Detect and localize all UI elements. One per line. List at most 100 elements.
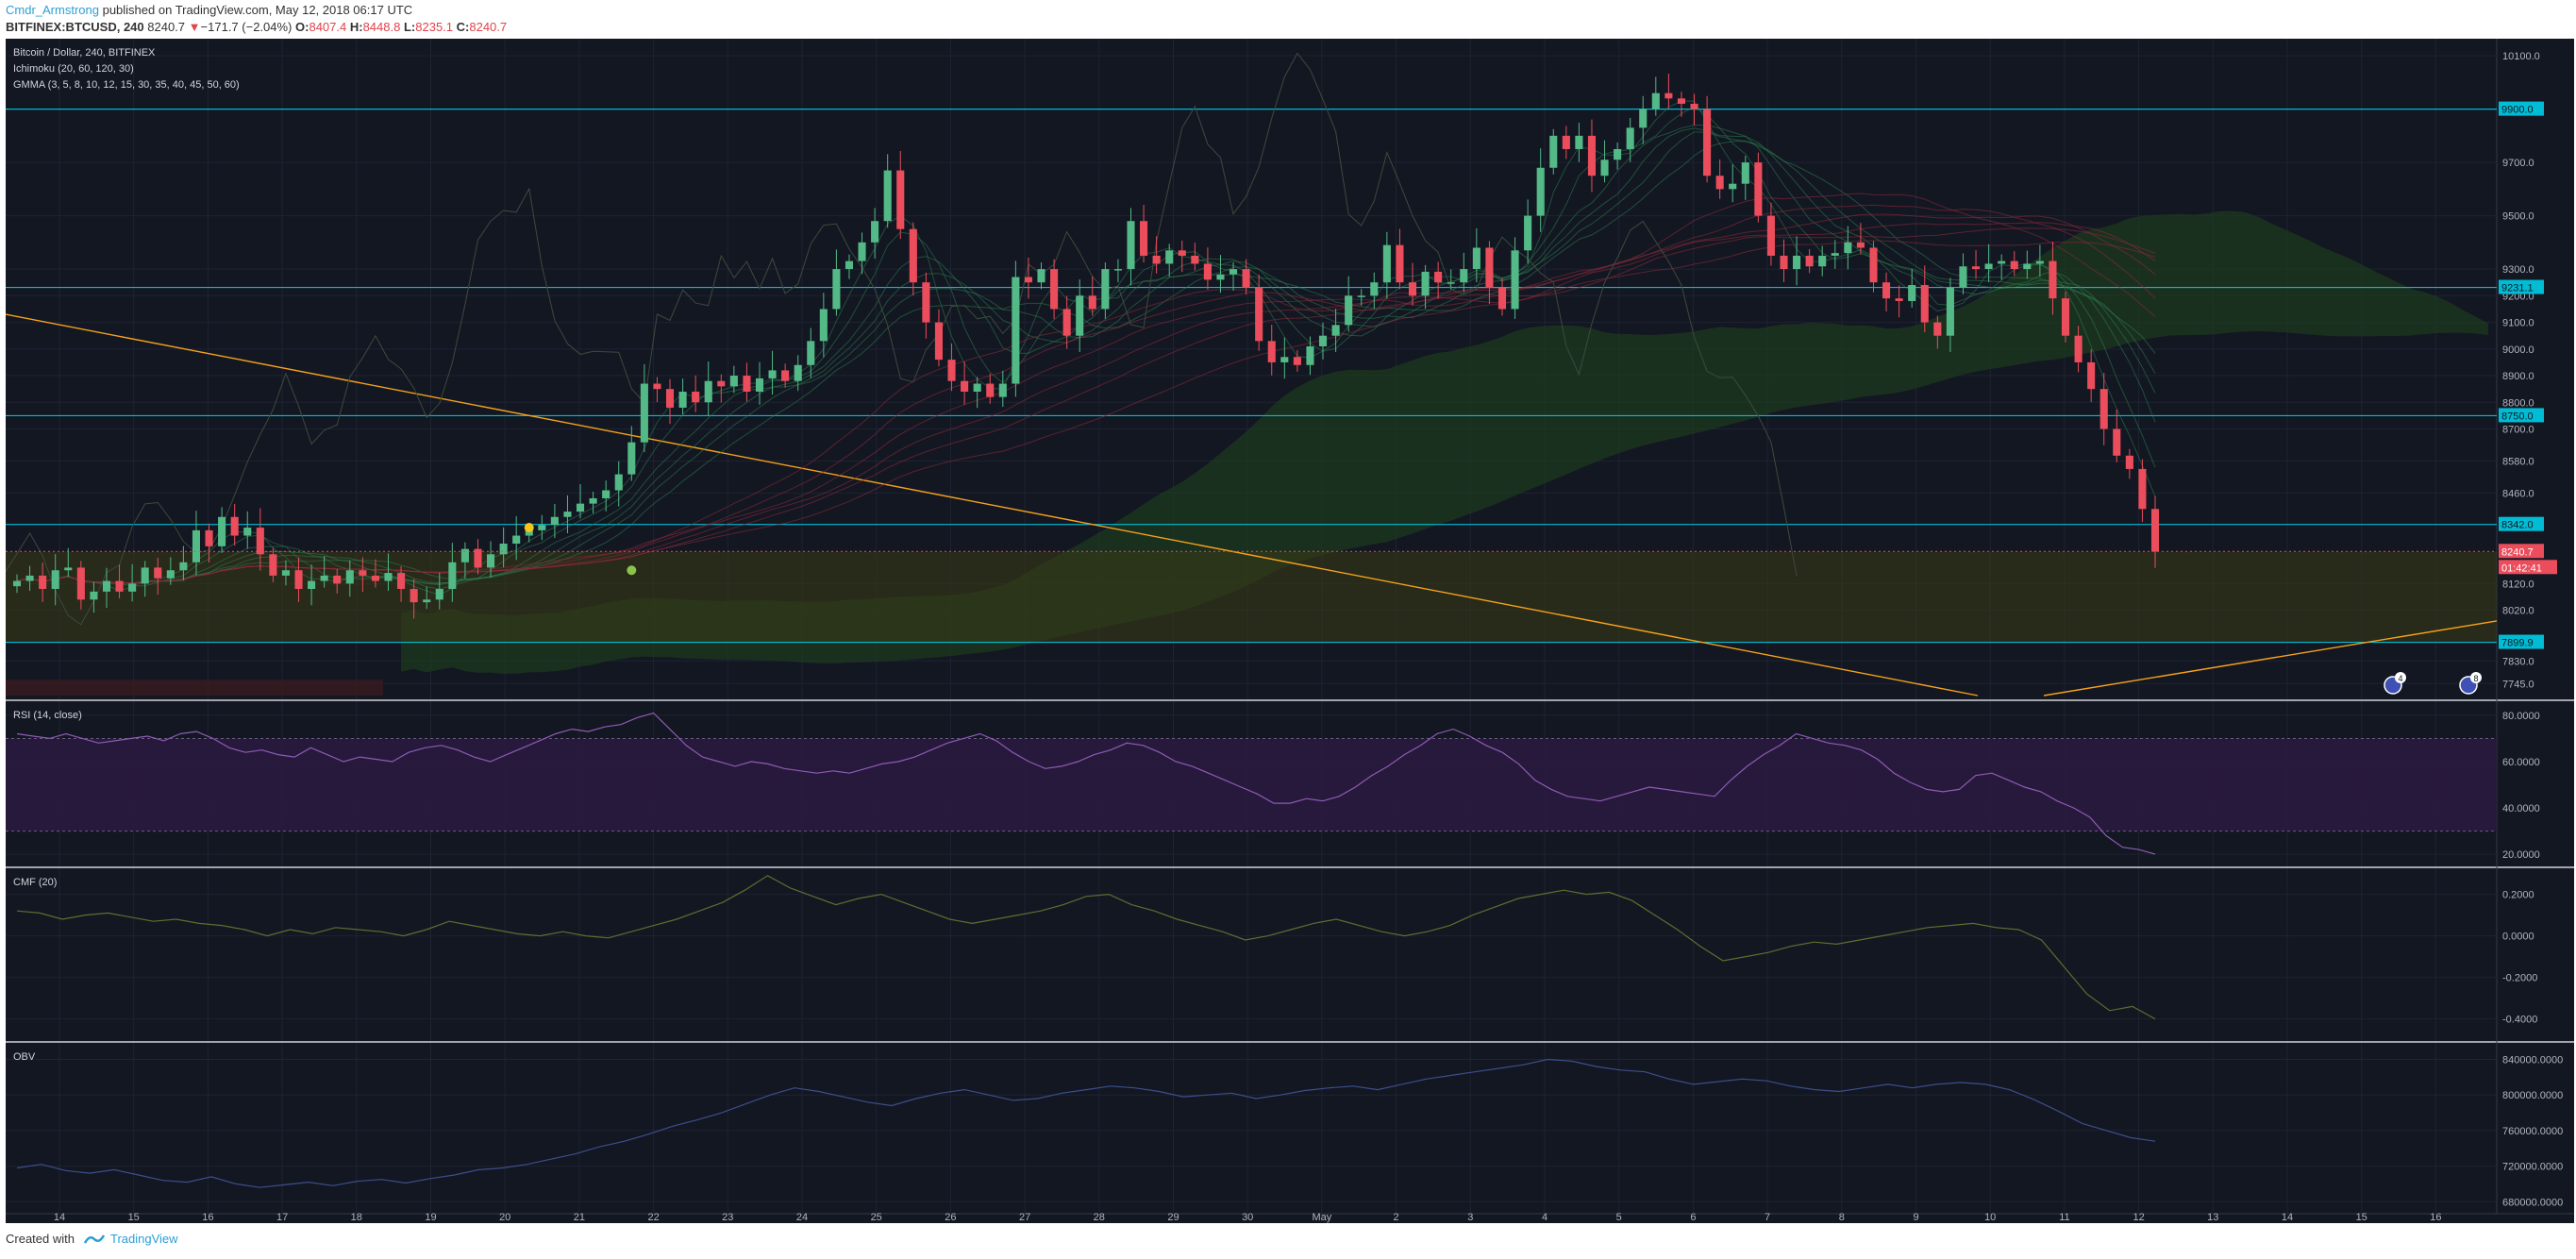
gmma-long-line — [16, 227, 2156, 584]
candle-body — [90, 591, 98, 600]
candle-body — [320, 575, 328, 581]
candle-body — [1447, 282, 1455, 284]
gmma-short-line — [16, 127, 2156, 584]
candle-body — [832, 269, 841, 310]
open-value: 8407.4 — [309, 20, 347, 34]
level-badge-bg — [2499, 516, 2544, 531]
tradingview-link[interactable]: TradingView — [109, 1232, 178, 1246]
level-badge-text: 8750.0 — [2501, 411, 2534, 422]
candle-body — [1908, 285, 1916, 301]
candle-body — [1382, 244, 1391, 283]
x-tick-label: 19 — [425, 1212, 436, 1223]
candle-body — [1805, 255, 1814, 267]
candle-body — [12, 580, 22, 587]
candle-body — [1062, 309, 1071, 336]
candle-body — [1165, 250, 1174, 264]
candle-body — [665, 389, 675, 408]
last-price-badge-text: 8240.7 — [2501, 546, 2534, 558]
lagging-span-line — [6, 52, 1798, 626]
event-count-text: 8 — [2473, 674, 2478, 683]
candle-body — [448, 562, 457, 590]
candle-body — [1959, 266, 1967, 288]
price-tick-label: 7745.0 — [2502, 679, 2534, 690]
candle-body — [1178, 250, 1186, 256]
indicator-legend: GMMA (3, 5, 8, 10, 12, 15, 30, 35, 40, 4… — [13, 79, 240, 91]
candle-body — [729, 376, 738, 387]
candle-body — [1677, 98, 1685, 104]
countdown-badge-text: 01:42:41 — [2501, 562, 2542, 574]
change-value: −171.7 (−2.04%) — [200, 20, 293, 34]
candles — [12, 74, 2160, 619]
countdown-badge: 01:42:41 — [2499, 560, 2557, 575]
candle-body — [602, 490, 611, 498]
x-tick-label: 21 — [574, 1212, 585, 1223]
candle-body — [1831, 253, 1839, 256]
last-price-badge: 8240.7 — [2499, 544, 2544, 559]
level-badge: 8342.0 — [2499, 516, 2544, 531]
author-link[interactable]: Cmdr_Armstrong — [6, 3, 99, 17]
candle-body — [474, 548, 482, 568]
candle-body — [678, 392, 687, 408]
chart-area[interactable]: 14 15 16 17 18 19 20 21 22 23 24 25 26 27 28 29 30 May 2 3 4… — [6, 39, 2574, 1223]
obv-tick-label: 680000.0000 — [2502, 1197, 2563, 1208]
candle-body — [692, 392, 700, 403]
signal-dot — [627, 565, 637, 576]
cmf-line — [16, 875, 2156, 1020]
candle-body — [1600, 159, 1609, 176]
candle-body — [25, 575, 34, 581]
tradingview-logo-icon — [83, 1234, 105, 1245]
x-tick-label: 13 — [2207, 1212, 2218, 1223]
candle-body — [512, 535, 521, 545]
publish-info: Cmdr_Armstrong published on TradingView.… — [6, 3, 412, 17]
last-price-badge-bg — [2499, 544, 2544, 559]
price-chart-svg[interactable]: 14 15 16 17 18 19 20 21 22 23 24 25 26 27 28 29 30 May 2 3 4… — [6, 39, 2574, 1223]
candle-body — [1113, 269, 1122, 271]
x-tick-label: 18 — [351, 1212, 362, 1223]
x-tick-label: 23 — [722, 1212, 733, 1223]
x-tick-label: 4 — [1542, 1212, 1547, 1223]
high-value: 8448.8 — [362, 20, 401, 34]
candle-body — [1267, 341, 1276, 362]
candle-body — [934, 322, 944, 361]
candle-body — [1318, 335, 1328, 346]
candle-body — [525, 529, 533, 536]
candle-body — [1216, 274, 1225, 280]
candle-body — [1331, 325, 1340, 336]
candle-body — [768, 370, 777, 378]
level-badge: 9900.0 — [2499, 101, 2544, 116]
candle-body — [1293, 357, 1301, 365]
candle-body — [1345, 295, 1353, 326]
ascending-trendline — [2043, 620, 2498, 697]
candle-body — [1370, 282, 1379, 296]
candle-body — [1626, 127, 1634, 149]
price-tick-label: 8580.0 — [2502, 456, 2534, 467]
candle-body — [1357, 295, 1365, 297]
candle-body — [359, 570, 367, 576]
x-tick-label: 14 — [54, 1212, 65, 1223]
candle-body — [922, 282, 930, 323]
close-label: C: — [456, 20, 470, 34]
x-tick-label: 5 — [1616, 1212, 1622, 1223]
x-tick-label: 26 — [945, 1212, 956, 1223]
candle-body — [2035, 260, 2044, 264]
candle-body — [281, 570, 290, 576]
event-count-badge — [2395, 672, 2406, 683]
candle-body — [1472, 247, 1480, 270]
signal-dot — [524, 523, 534, 533]
open-label: O: — [295, 20, 309, 34]
level-badge: 8750.0 — [2499, 408, 2544, 423]
candle-body — [128, 583, 137, 592]
x-tick-label: 25 — [871, 1212, 882, 1223]
candle-body — [2023, 263, 2032, 270]
candle-body — [986, 383, 995, 397]
price-tick-label: 9000.0 — [2502, 344, 2534, 356]
candle-body — [1920, 285, 1929, 323]
candle-body — [1869, 247, 1878, 283]
price-tick-label: 9100.0 — [2502, 318, 2534, 329]
candle-body — [1242, 269, 1250, 288]
candle-body — [51, 570, 59, 590]
x-tick-label: 9 — [1913, 1212, 1918, 1223]
candle-body — [1255, 287, 1263, 342]
candle-body — [1460, 269, 1468, 283]
price-tick-label: 8020.0 — [2502, 606, 2534, 617]
